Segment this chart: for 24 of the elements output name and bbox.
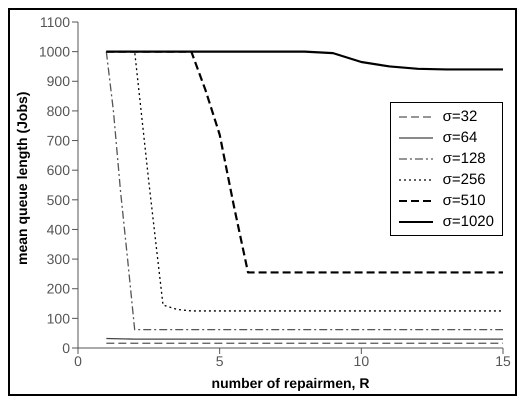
y-tick-label: 100 — [46, 310, 70, 326]
y-tick-label: 800 — [46, 102, 70, 119]
y-tick-label: 0 — [62, 340, 70, 356]
y-tick-label: 200 — [46, 280, 70, 297]
y-tick-label: 700 — [46, 132, 70, 149]
x-tick-label: 0 — [74, 352, 82, 369]
y-axis-title: mean queue length (Jobs) — [14, 92, 30, 265]
x-tick-label: 10 — [354, 352, 370, 369]
y-tick-label: 1000 — [38, 44, 70, 60]
y-tick-label: 400 — [46, 221, 70, 238]
y-tick-label: 900 — [46, 73, 70, 90]
x-tick-label: 15 — [495, 352, 511, 369]
legend-label: σ=510 — [442, 192, 486, 209]
legend-label: σ=32 — [442, 108, 478, 125]
x-tick-label: 5 — [216, 352, 224, 369]
legend-label: σ=256 — [442, 171, 486, 188]
y-tick-label: 300 — [46, 251, 70, 268]
y-tick-label: 600 — [46, 162, 70, 178]
legend-label: σ=128 — [442, 150, 486, 167]
y-tick-label: 1100 — [40, 14, 70, 30]
legend-label: σ=64 — [442, 129, 478, 146]
legend-label: σ=1020 — [442, 213, 494, 230]
x-axis-title: number of repairmen, R — [212, 375, 370, 391]
y-tick-label: 500 — [46, 192, 70, 208]
